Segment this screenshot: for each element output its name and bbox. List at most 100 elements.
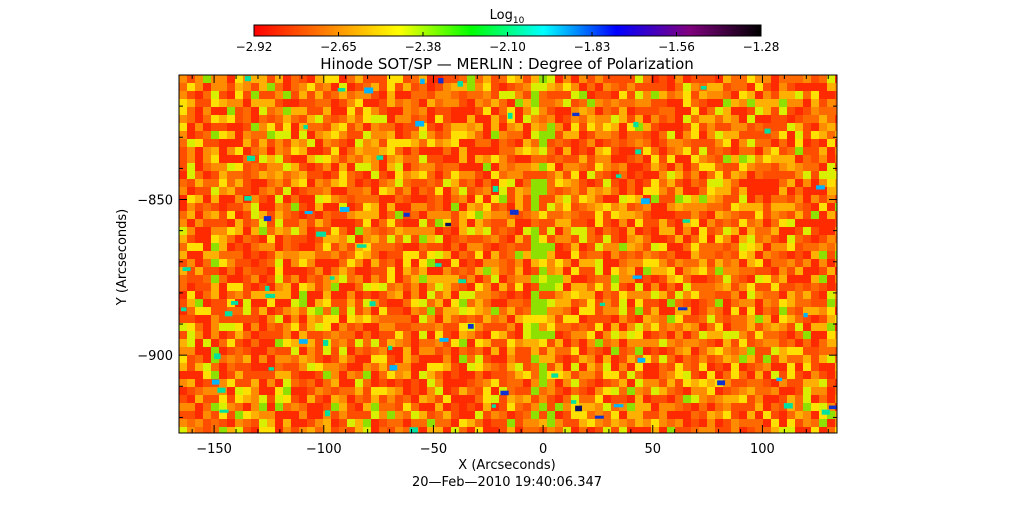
heatmap-cell bbox=[587, 83, 595, 91]
heatmap-cell bbox=[643, 155, 651, 163]
heatmap-cell bbox=[699, 315, 707, 323]
heatmap-cell bbox=[747, 347, 755, 355]
heatmap-cell bbox=[411, 331, 419, 339]
heatmap-cell bbox=[579, 371, 587, 379]
heatmap-cell bbox=[507, 155, 515, 163]
heatmap-cell bbox=[539, 91, 547, 99]
heatmap-cell bbox=[203, 91, 211, 99]
heatmap-cell bbox=[187, 251, 195, 259]
heatmap-cell bbox=[763, 179, 771, 187]
heatmap-cell bbox=[635, 171, 643, 179]
heatmap-cell bbox=[227, 403, 235, 411]
heatmap-cell bbox=[203, 427, 211, 433]
heatmap-cell bbox=[707, 307, 715, 315]
heatmap-cell bbox=[475, 251, 483, 259]
heatmap-cell bbox=[707, 107, 715, 115]
heatmap-cell bbox=[459, 291, 467, 299]
heatmap-cell bbox=[443, 91, 451, 99]
heatmap-cell bbox=[291, 363, 299, 371]
heatmap-cell bbox=[819, 267, 827, 275]
heatmap-cell bbox=[395, 419, 403, 427]
heatmap-cell bbox=[747, 427, 755, 433]
heatmap-cell bbox=[579, 259, 587, 267]
heatmap-cell bbox=[827, 123, 835, 131]
heatmap-cell bbox=[779, 363, 787, 371]
heatmap-cell bbox=[331, 323, 339, 331]
heatmap-cell bbox=[339, 387, 347, 395]
heatmap-cell bbox=[467, 75, 475, 83]
heatmap-cell bbox=[187, 75, 195, 83]
heatmap-cell bbox=[747, 163, 755, 171]
heatmap-cell bbox=[491, 291, 499, 299]
heatmap-cell bbox=[675, 187, 683, 195]
heatmap-cell bbox=[667, 307, 675, 315]
heatmap-cell bbox=[563, 387, 571, 395]
heatmap-cell bbox=[803, 91, 811, 99]
heatmap-cell bbox=[691, 411, 699, 419]
heatmap-cell bbox=[635, 235, 643, 243]
heatmap-cell bbox=[299, 347, 307, 355]
heatmap-cell bbox=[459, 155, 467, 163]
heatmap-cell bbox=[331, 419, 339, 427]
heatmap-cell bbox=[579, 155, 587, 163]
heatmap-cell bbox=[203, 123, 211, 131]
heatmap-cell bbox=[571, 323, 579, 331]
heatmap-cell bbox=[747, 235, 755, 243]
heatmap-cell bbox=[379, 419, 387, 427]
heatmap-cell bbox=[659, 227, 667, 235]
heatmap-cell bbox=[723, 379, 731, 387]
heatmap-cell bbox=[667, 283, 675, 291]
heatmap-cell bbox=[723, 251, 731, 259]
heatmap-cell bbox=[467, 243, 475, 251]
heatmap-cell bbox=[619, 419, 627, 427]
heatmap-cell bbox=[819, 307, 827, 315]
heatmap-cell bbox=[507, 147, 515, 155]
heatmap-cell bbox=[195, 347, 203, 355]
heatmap-cell bbox=[475, 147, 483, 155]
heatmap-speck bbox=[224, 311, 233, 317]
heatmap-cell bbox=[371, 275, 379, 283]
heatmap-cell bbox=[571, 203, 579, 211]
heatmap-cell bbox=[691, 379, 699, 387]
heatmap-cell bbox=[779, 123, 787, 131]
heatmap-cell bbox=[723, 339, 731, 347]
heatmap-cell bbox=[195, 195, 203, 203]
heatmap-cell bbox=[643, 211, 651, 219]
heatmap-cell bbox=[251, 115, 259, 123]
heatmap-cell bbox=[483, 203, 491, 211]
heatmap-cell bbox=[379, 299, 387, 307]
heatmap-cell bbox=[763, 91, 771, 99]
heatmap-cell bbox=[747, 411, 755, 419]
heatmap-cell bbox=[499, 339, 507, 347]
heatmap-cell bbox=[459, 203, 467, 211]
heatmap-cell bbox=[595, 139, 603, 147]
heatmap-cell bbox=[211, 427, 219, 433]
heatmap-cell bbox=[307, 83, 315, 91]
heatmap-cell bbox=[363, 91, 371, 99]
heatmap-cell bbox=[795, 187, 803, 195]
heatmap-cell bbox=[611, 107, 619, 115]
heatmap-cell bbox=[595, 379, 603, 387]
heatmap-cell bbox=[371, 259, 379, 267]
heatmap-cell bbox=[219, 355, 227, 363]
heatmap-cell bbox=[699, 195, 707, 203]
heatmap-cell bbox=[699, 187, 707, 195]
heatmap-cell bbox=[531, 323, 539, 331]
heatmap-cell bbox=[443, 155, 451, 163]
heatmap-cell bbox=[411, 315, 419, 323]
heatmap-cell bbox=[219, 347, 227, 355]
heatmap-cell bbox=[243, 331, 251, 339]
heatmap-cell bbox=[275, 211, 283, 219]
heatmap-cell bbox=[587, 219, 595, 227]
heatmap-cell bbox=[275, 315, 283, 323]
heatmap-cell bbox=[315, 243, 323, 251]
heatmap-cell bbox=[283, 75, 291, 83]
heatmap-cell bbox=[347, 155, 355, 163]
heatmap-cell bbox=[763, 171, 771, 179]
heatmap-cell bbox=[763, 339, 771, 347]
heatmap-cell bbox=[179, 403, 187, 411]
heatmap-cell bbox=[555, 371, 563, 379]
heatmap-cell bbox=[443, 251, 451, 259]
heatmap-cell bbox=[339, 123, 347, 131]
heatmap-cell bbox=[651, 179, 659, 187]
